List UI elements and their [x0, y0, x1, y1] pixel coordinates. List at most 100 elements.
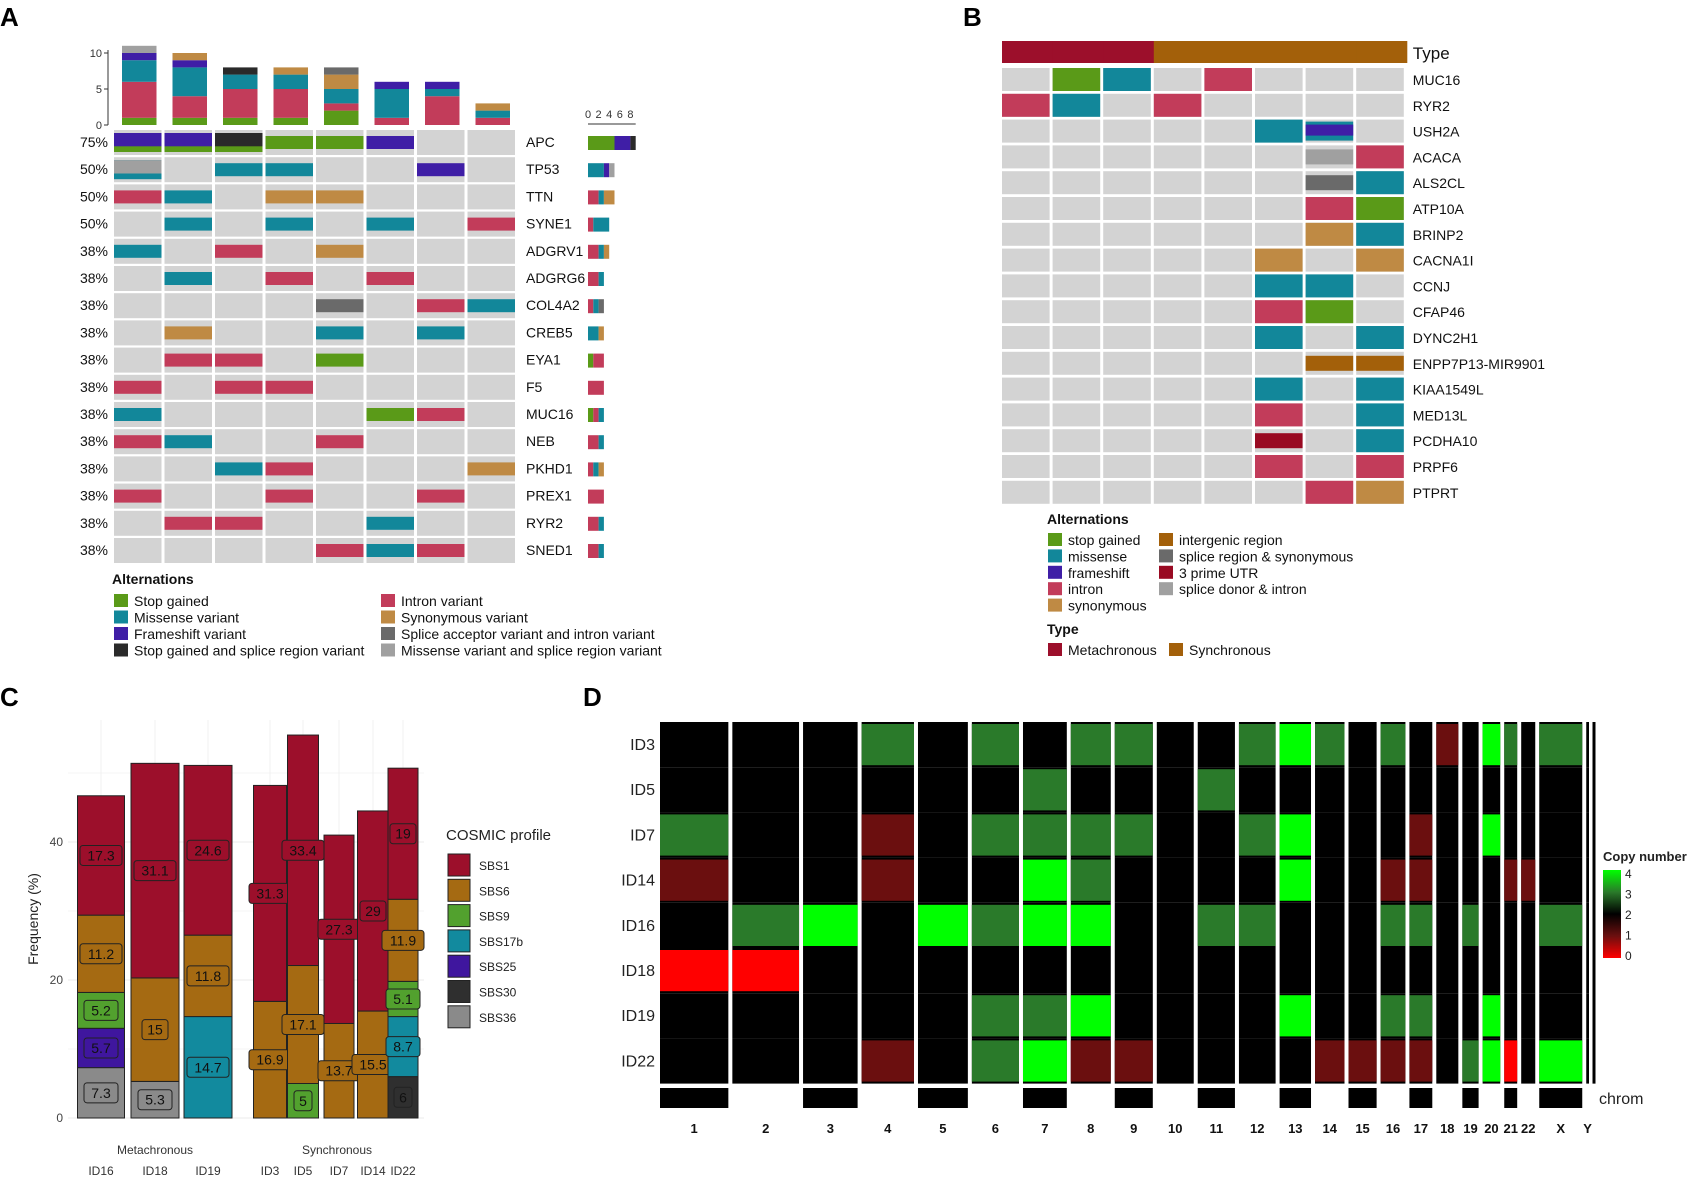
top-bar-segment — [475, 117, 510, 125]
oncoplot-cell-bg — [417, 510, 465, 536]
oncoplot-cell-bg — [1002, 455, 1050, 478]
chrom-band — [803, 1088, 858, 1108]
oncoplot-cell-mutation — [316, 136, 364, 149]
gene-count-bar-segment — [588, 353, 594, 368]
oncoplot-cell-bg — [1153, 429, 1202, 453]
oncoplot-cell-mutation — [316, 190, 364, 204]
oncoplot-cell-bg — [1002, 377, 1050, 401]
data-label-box — [381, 929, 425, 951]
gene-count-bar-segment — [593, 353, 604, 368]
data-label: 5 — [299, 1093, 307, 1109]
legend-swatch — [381, 594, 395, 607]
legend-swatch — [1048, 582, 1062, 596]
chrom-label: 20 — [1484, 1121, 1498, 1136]
data-label-box — [393, 1086, 413, 1108]
oncoplot-cell-bg — [1305, 326, 1354, 349]
cn-cell — [1070, 724, 1111, 766]
cn-cell-base — [861, 767, 914, 813]
chrom-label: 15 — [1355, 1121, 1369, 1136]
panel-a-oncoplot: 0 5 10 75% APC 50% TP53 50% TTN 50% SYNE1 38% ADGRV1… — [80, 45, 662, 659]
oncoplot-cell-bg — [1305, 455, 1354, 478]
type-annotation-cell — [1052, 41, 1104, 63]
chrom-label: 10 — [1168, 1121, 1182, 1136]
gene-count-bar-segment — [588, 163, 604, 178]
chrom-band — [1409, 1088, 1433, 1108]
cn-cell-base — [1462, 993, 1479, 1039]
legend-swatch — [1169, 643, 1183, 656]
oncoplot-cell-bg — [1153, 145, 1202, 169]
top-bar-segment — [324, 89, 359, 104]
gene-count-bar-segment — [588, 326, 599, 341]
oncoplot-cell-bg — [1305, 377, 1354, 401]
cn-cell-base — [1156, 722, 1194, 768]
cn-cell-base — [1521, 1038, 1536, 1084]
oncoplot-cell-mutation — [1255, 326, 1303, 349]
oncoplot-cell-bg — [1305, 248, 1354, 272]
data-label: 27.3 — [325, 921, 352, 937]
oncoplot-cell-bg — [114, 266, 162, 291]
oncoplot-cell-bg — [1103, 455, 1151, 478]
gene-percent: 75% — [80, 134, 108, 150]
top-bar-segment — [374, 89, 409, 118]
oncoplot-cell-bg — [1002, 480, 1050, 504]
cn-cell — [732, 904, 800, 946]
oncoplot-cell-bg — [467, 402, 515, 427]
oncoplot-cell-bg — [366, 483, 414, 509]
top-bar-tick-label: 10 — [90, 48, 102, 60]
oncoplot-cell-mutation — [215, 244, 263, 258]
data-label: 13.7 — [325, 1063, 352, 1079]
cn-cell-base — [1436, 857, 1459, 903]
oncoplot-cell-mutation — [1153, 93, 1202, 117]
data-label-box — [83, 1082, 119, 1104]
cn-cell-base — [917, 722, 968, 768]
cn-cell-base — [1504, 767, 1518, 813]
data-label: 24.6 — [194, 842, 221, 858]
cn-cell-base — [1482, 857, 1501, 903]
cn-cell — [1070, 859, 1111, 901]
legend-swatch — [1048, 549, 1062, 563]
cn-cell-base — [1315, 993, 1345, 1039]
oncoplot-cell-bg — [1153, 300, 1202, 324]
cn-cell — [1409, 814, 1433, 856]
cn-cell — [1238, 904, 1276, 946]
oncoplot-cell-bg — [265, 293, 313, 319]
gene-percent: 38% — [80, 488, 108, 504]
oncoplot-cell-mutation — [1305, 274, 1354, 298]
oncoplot-cell-bg — [1356, 274, 1404, 298]
cn-cell — [1279, 814, 1312, 856]
oncoplot-cell-mutation — [1356, 145, 1404, 169]
legend-swatch — [1048, 598, 1062, 612]
cn-cell-base — [1279, 767, 1312, 813]
oncoplot-cell-bg — [265, 238, 313, 264]
cn-cell-base — [1539, 948, 1583, 994]
cn-cell-base — [1114, 902, 1153, 948]
oncoplot-cell-bg — [114, 293, 162, 319]
cn-cell-base — [1238, 767, 1276, 813]
oncoplot-cell-mutation — [1356, 455, 1404, 478]
oncoplot-cell-mutation — [316, 326, 364, 340]
oncoplot-cell-mutation — [114, 244, 162, 258]
legend-swatch — [1159, 533, 1173, 546]
cn-cell-base — [1539, 767, 1583, 813]
cn-cell-base — [971, 767, 1019, 813]
legend-swatch — [114, 594, 128, 607]
gene-count-bar-segment — [598, 244, 604, 259]
oncoplot-cell-mutation — [316, 353, 364, 367]
oncoplot-cell-bg — [1153, 119, 1202, 143]
chrom-label: 16 — [1386, 1121, 1400, 1136]
cn-cell-base — [1586, 722, 1589, 768]
cn-cell — [1482, 814, 1501, 856]
legend-swatch — [447, 1005, 471, 1029]
oncoplot-cell-bg — [1255, 93, 1303, 117]
gene-count-bar-segment — [603, 163, 610, 178]
right-bar-tick-label: 6 — [617, 109, 623, 121]
oncoplot-cell-bg — [1153, 248, 1202, 272]
oncoplot-cell-bg — [114, 320, 162, 346]
oncoplot-cell-bg — [1103, 300, 1151, 324]
oncoplot-cell-bg — [1204, 377, 1252, 401]
data-label: 15 — [147, 1022, 163, 1038]
cn-cell-base — [803, 812, 858, 858]
gene-count-bar-segment — [588, 272, 599, 286]
cn-cell — [1070, 814, 1111, 856]
cn-cell-base — [803, 722, 858, 768]
